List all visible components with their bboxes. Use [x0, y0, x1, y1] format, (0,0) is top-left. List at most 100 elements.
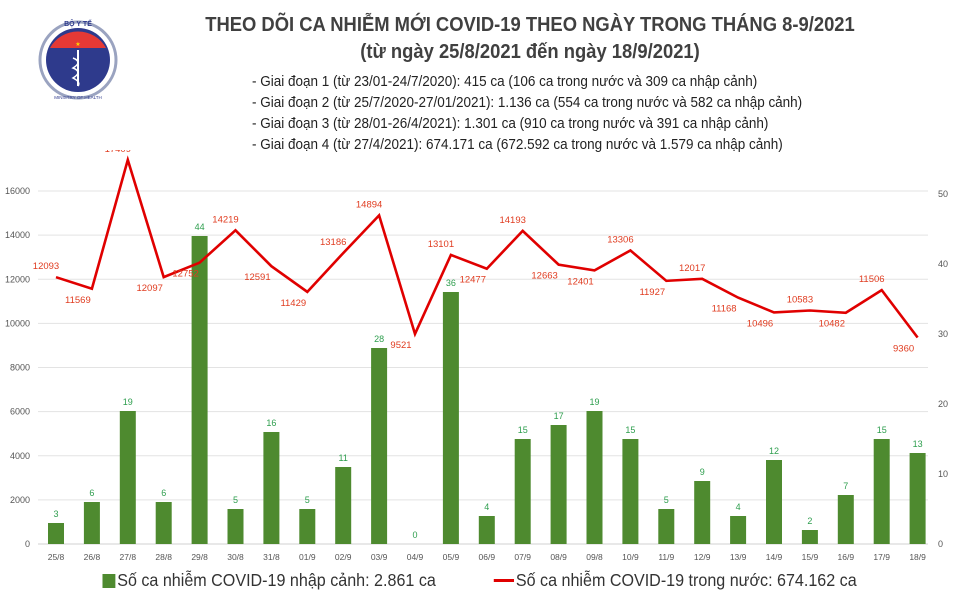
line-data-label: 12477	[460, 275, 486, 286]
legend-label-line: Số ca nhiễm COVID-19 trong nước: 674.162…	[515, 570, 857, 590]
bar	[801, 530, 818, 544]
legend-swatch-line	[493, 579, 514, 582]
right-axis-tick-label: 30	[938, 329, 948, 339]
x-axis-tick-label: 29/8	[191, 552, 208, 562]
phase-notes: - Giai đoạn 1 (từ 23/01-24/7/2020): 415 …	[252, 72, 802, 156]
right-axis-tick-label: 40	[938, 259, 948, 269]
line-data-label: 12097	[136, 283, 162, 294]
line-data-label: 12017	[679, 263, 705, 274]
line-data-label: 12591	[244, 272, 270, 283]
left-axis-tick-label: 8000	[10, 363, 30, 373]
legend-item-bar: Số ca nhiễm COVID-19 nhập cảnh: 2.861 ca	[102, 570, 435, 591]
x-axis-tick-label: 26/8	[84, 552, 101, 562]
legend-label-bar: Số ca nhiễm COVID-19 nhập cảnh: 2.861 ca	[116, 570, 436, 590]
x-axis-tick-label: 25/8	[48, 552, 65, 562]
bar	[873, 439, 890, 544]
bar-data-label: 19	[123, 397, 133, 407]
phase-note: - Giai đoạn 3 (từ 28/01-26/4/2021): 1.30…	[252, 116, 769, 132]
line-data-label: 12401	[567, 276, 593, 287]
line-data-label: 14219	[212, 214, 238, 225]
line-data-label: 17409	[105, 150, 131, 155]
legend-swatch-bar	[102, 573, 115, 588]
legend: Số ca nhiễm COVID-19 nhập cảnh: 2.861 ca…	[0, 570, 960, 591]
line-data-label: 9360	[893, 343, 914, 354]
bar-data-label: 6	[161, 488, 166, 498]
left-axis-tick-label: 10000	[5, 318, 30, 328]
bar-data-label: 16	[266, 418, 276, 428]
bar	[191, 236, 208, 544]
bar	[83, 502, 100, 544]
bar	[48, 523, 64, 544]
line-data-label: 13101	[428, 239, 454, 250]
phase-note: - Giai đoạn 1 (từ 23/01-24/7/2020): 415 …	[252, 74, 758, 90]
x-axis-tick-label: 13/9	[730, 552, 747, 562]
right-axis-tick-label: 0	[938, 539, 943, 549]
line-data-label: 13186	[320, 237, 346, 248]
x-axis-tick-label: 18/9	[909, 552, 926, 562]
x-axis-tick-label: 28/8	[155, 552, 172, 562]
line-data-label: 12752	[172, 269, 198, 280]
bar-data-label: 4	[736, 502, 741, 512]
bar-data-label: 7	[843, 481, 848, 491]
bar	[371, 348, 388, 544]
left-axis-tick-label: 4000	[10, 451, 30, 461]
x-axis-tick-label: 16/9	[838, 552, 855, 562]
bar	[335, 467, 352, 544]
x-axis-tick-label: 08/9	[550, 552, 567, 562]
bar-data-label: 15	[625, 425, 635, 435]
line-data-label: 12663	[531, 271, 557, 282]
svg-text:BỘ Y TẾ: BỘ Y TẾ	[64, 18, 92, 28]
phase-note: - Giai đoạn 4 (từ 27/4/2021): 674.171 ca…	[252, 137, 783, 153]
left-axis-tick-label: 6000	[10, 407, 30, 417]
line-data-label: 12093	[33, 261, 59, 272]
bar-data-label: 13	[913, 439, 923, 449]
bar-data-label: 19	[589, 397, 599, 407]
line-data-label: 10583	[787, 295, 813, 306]
phase-note: - Giai đoạn 2 (từ 25/7/2020-27/01/2021):…	[252, 95, 803, 111]
line-data-label: 13306	[607, 234, 633, 245]
chart-subtitle: (từ ngày 25/8/2021 đến ngày 18/9/2021)	[360, 41, 700, 63]
line-data-label: 14894	[356, 199, 382, 210]
left-axis-tick-label: 12000	[5, 274, 30, 284]
line-data-label: 10496	[747, 318, 773, 329]
left-axis-tick-label: 0	[25, 539, 30, 549]
bar	[119, 411, 136, 544]
bar-data-label: 6	[89, 488, 94, 498]
x-axis-tick-label: 11/9	[658, 552, 674, 562]
bar-data-label: 17	[554, 411, 564, 421]
bar-data-label: 15	[518, 425, 528, 435]
line-data-label: 11429	[280, 298, 306, 309]
line-series	[55, 155, 919, 339]
x-axis-tick-label: 06/9	[479, 552, 496, 562]
bar	[694, 481, 711, 544]
bar-data-label: 15	[877, 425, 887, 435]
line-data-label: 11569	[65, 295, 91, 306]
x-axis-tick-label: 03/9	[371, 552, 388, 562]
chart-title: THEO DÕI CA NHIỄM MỚI COVID-19 THEO NGÀY…	[205, 14, 855, 36]
bar-data-label: 36	[446, 278, 456, 288]
legend-item-line: Số ca nhiễm COVID-19 trong nước: 674.162…	[493, 570, 857, 591]
x-axis-tick-label: 05/9	[443, 552, 460, 562]
bar	[766, 460, 782, 544]
bar	[730, 516, 747, 544]
line-data-label: 11927	[639, 287, 665, 298]
x-axis-tick-label: 27/8	[120, 552, 137, 562]
bar-data-label: 44	[195, 222, 205, 232]
bar	[442, 292, 459, 544]
bar	[478, 516, 495, 544]
x-axis-tick-label: 14/9	[766, 552, 783, 562]
bar	[299, 509, 316, 544]
line-data-label: 10482	[819, 319, 845, 330]
x-axis-tick-label: 04/9	[407, 552, 424, 562]
x-axis-tick-label: 07/9	[514, 552, 531, 562]
bar	[658, 509, 675, 544]
bar	[155, 502, 172, 544]
bar-data-label: 5	[664, 495, 669, 505]
svg-text:MINISTRY OF HEALTH: MINISTRY OF HEALTH	[54, 95, 102, 100]
bar	[550, 425, 567, 544]
bar	[837, 495, 854, 544]
bar	[622, 439, 639, 544]
bar	[909, 453, 926, 544]
x-axis-tick-label: 10/9	[622, 552, 639, 562]
line-data-label: 9521	[390, 340, 411, 351]
